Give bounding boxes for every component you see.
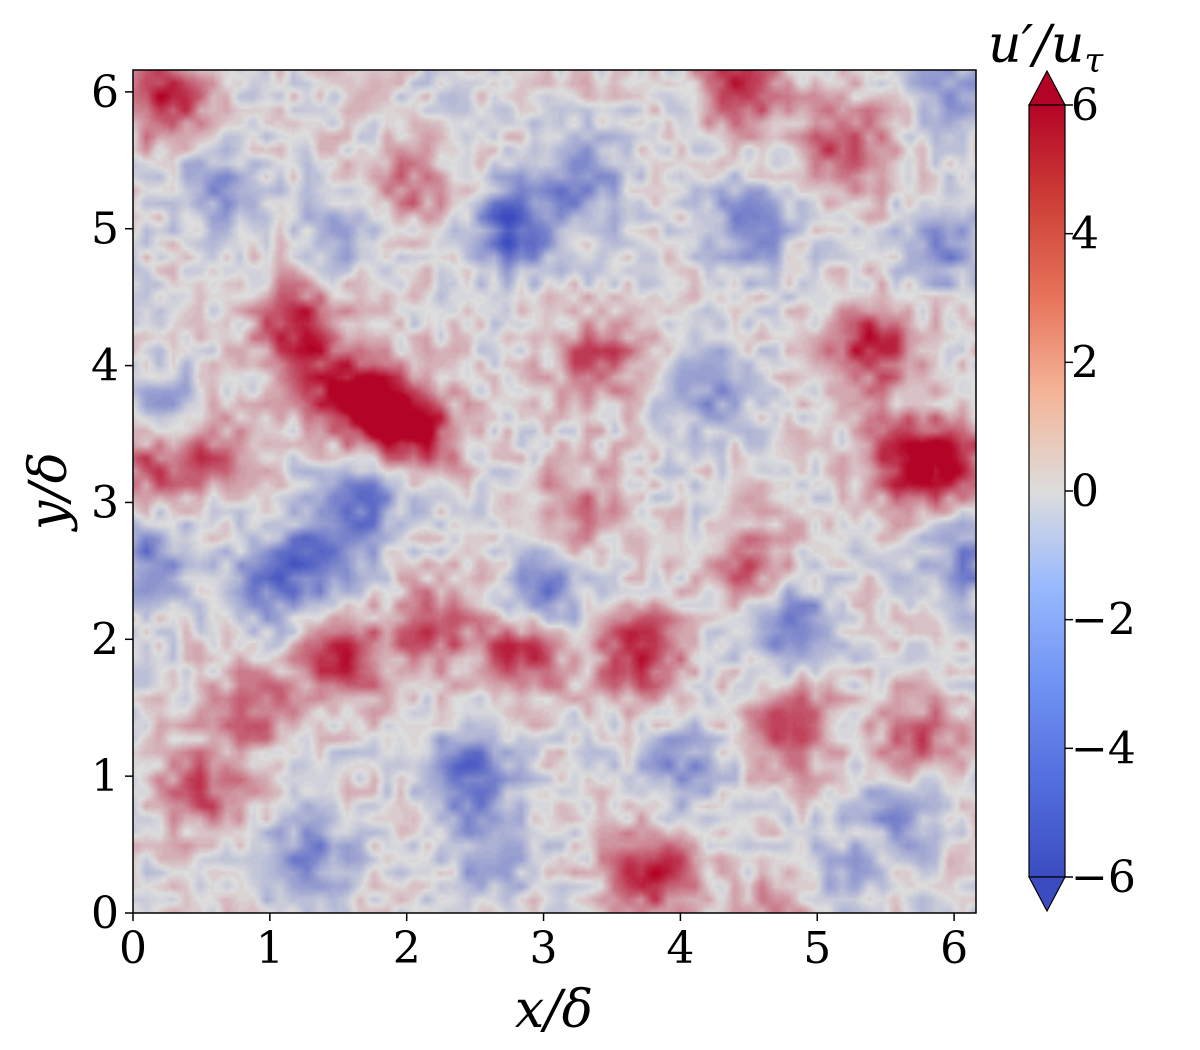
colorbar-tick-label: −2 <box>1071 595 1136 646</box>
y-axis: 0 1 2 3 4 5 6 <box>91 67 133 939</box>
colorbar-bottom-arrow <box>1028 876 1066 913</box>
x-axis-label: x/δ <box>515 980 593 1040</box>
x-tick-label: 3 <box>530 923 558 974</box>
colorbar-tick-label: 6 <box>1071 80 1099 131</box>
y-tick-label: 6 <box>91 67 119 118</box>
y-tick-label: 2 <box>91 614 119 665</box>
plot-area <box>132 69 977 914</box>
y-tick-label: 1 <box>91 751 119 802</box>
x-axis: 0 1 2 3 4 5 6 <box>119 913 968 974</box>
heatmap-field <box>133 70 976 913</box>
y-tick-label: 3 <box>91 477 119 528</box>
colorbar-top-arrow <box>1028 69 1066 106</box>
x-tick-label: 2 <box>393 923 421 974</box>
y-tick-label: 5 <box>91 204 119 255</box>
colorbar-label-main: u′/u <box>988 15 1084 75</box>
colorbar-tick-label: 0 <box>1071 466 1099 517</box>
colorbar-tick-label: −4 <box>1071 723 1136 774</box>
x-tick-label: 1 <box>256 923 284 974</box>
colorbar-body <box>1028 104 1066 878</box>
colorbar-tick-label: 2 <box>1071 337 1099 388</box>
x-tick-label: 0 <box>119 923 147 974</box>
plot-frame <box>132 69 977 914</box>
colorbar-label: u′/uτ <box>988 15 1104 81</box>
x-tick-label: 5 <box>803 923 831 974</box>
y-axis-label: y/δ <box>19 452 79 532</box>
y-tick-label: 0 <box>91 888 119 939</box>
colorbar-label-subscript: τ <box>1084 41 1104 81</box>
x-tick-label: 4 <box>666 923 694 974</box>
colorbar-tick-label: 4 <box>1071 209 1099 260</box>
y-tick-label: 4 <box>91 341 119 392</box>
colorbar-ticks: 6 4 2 0 −2 −4 −6 <box>1065 80 1136 903</box>
x-tick-label: 6 <box>940 923 968 974</box>
colorbar: 6 4 2 0 −2 −4 −6 u′/uτ <box>988 15 1136 913</box>
colorbar-tick-label: −6 <box>1071 852 1136 903</box>
